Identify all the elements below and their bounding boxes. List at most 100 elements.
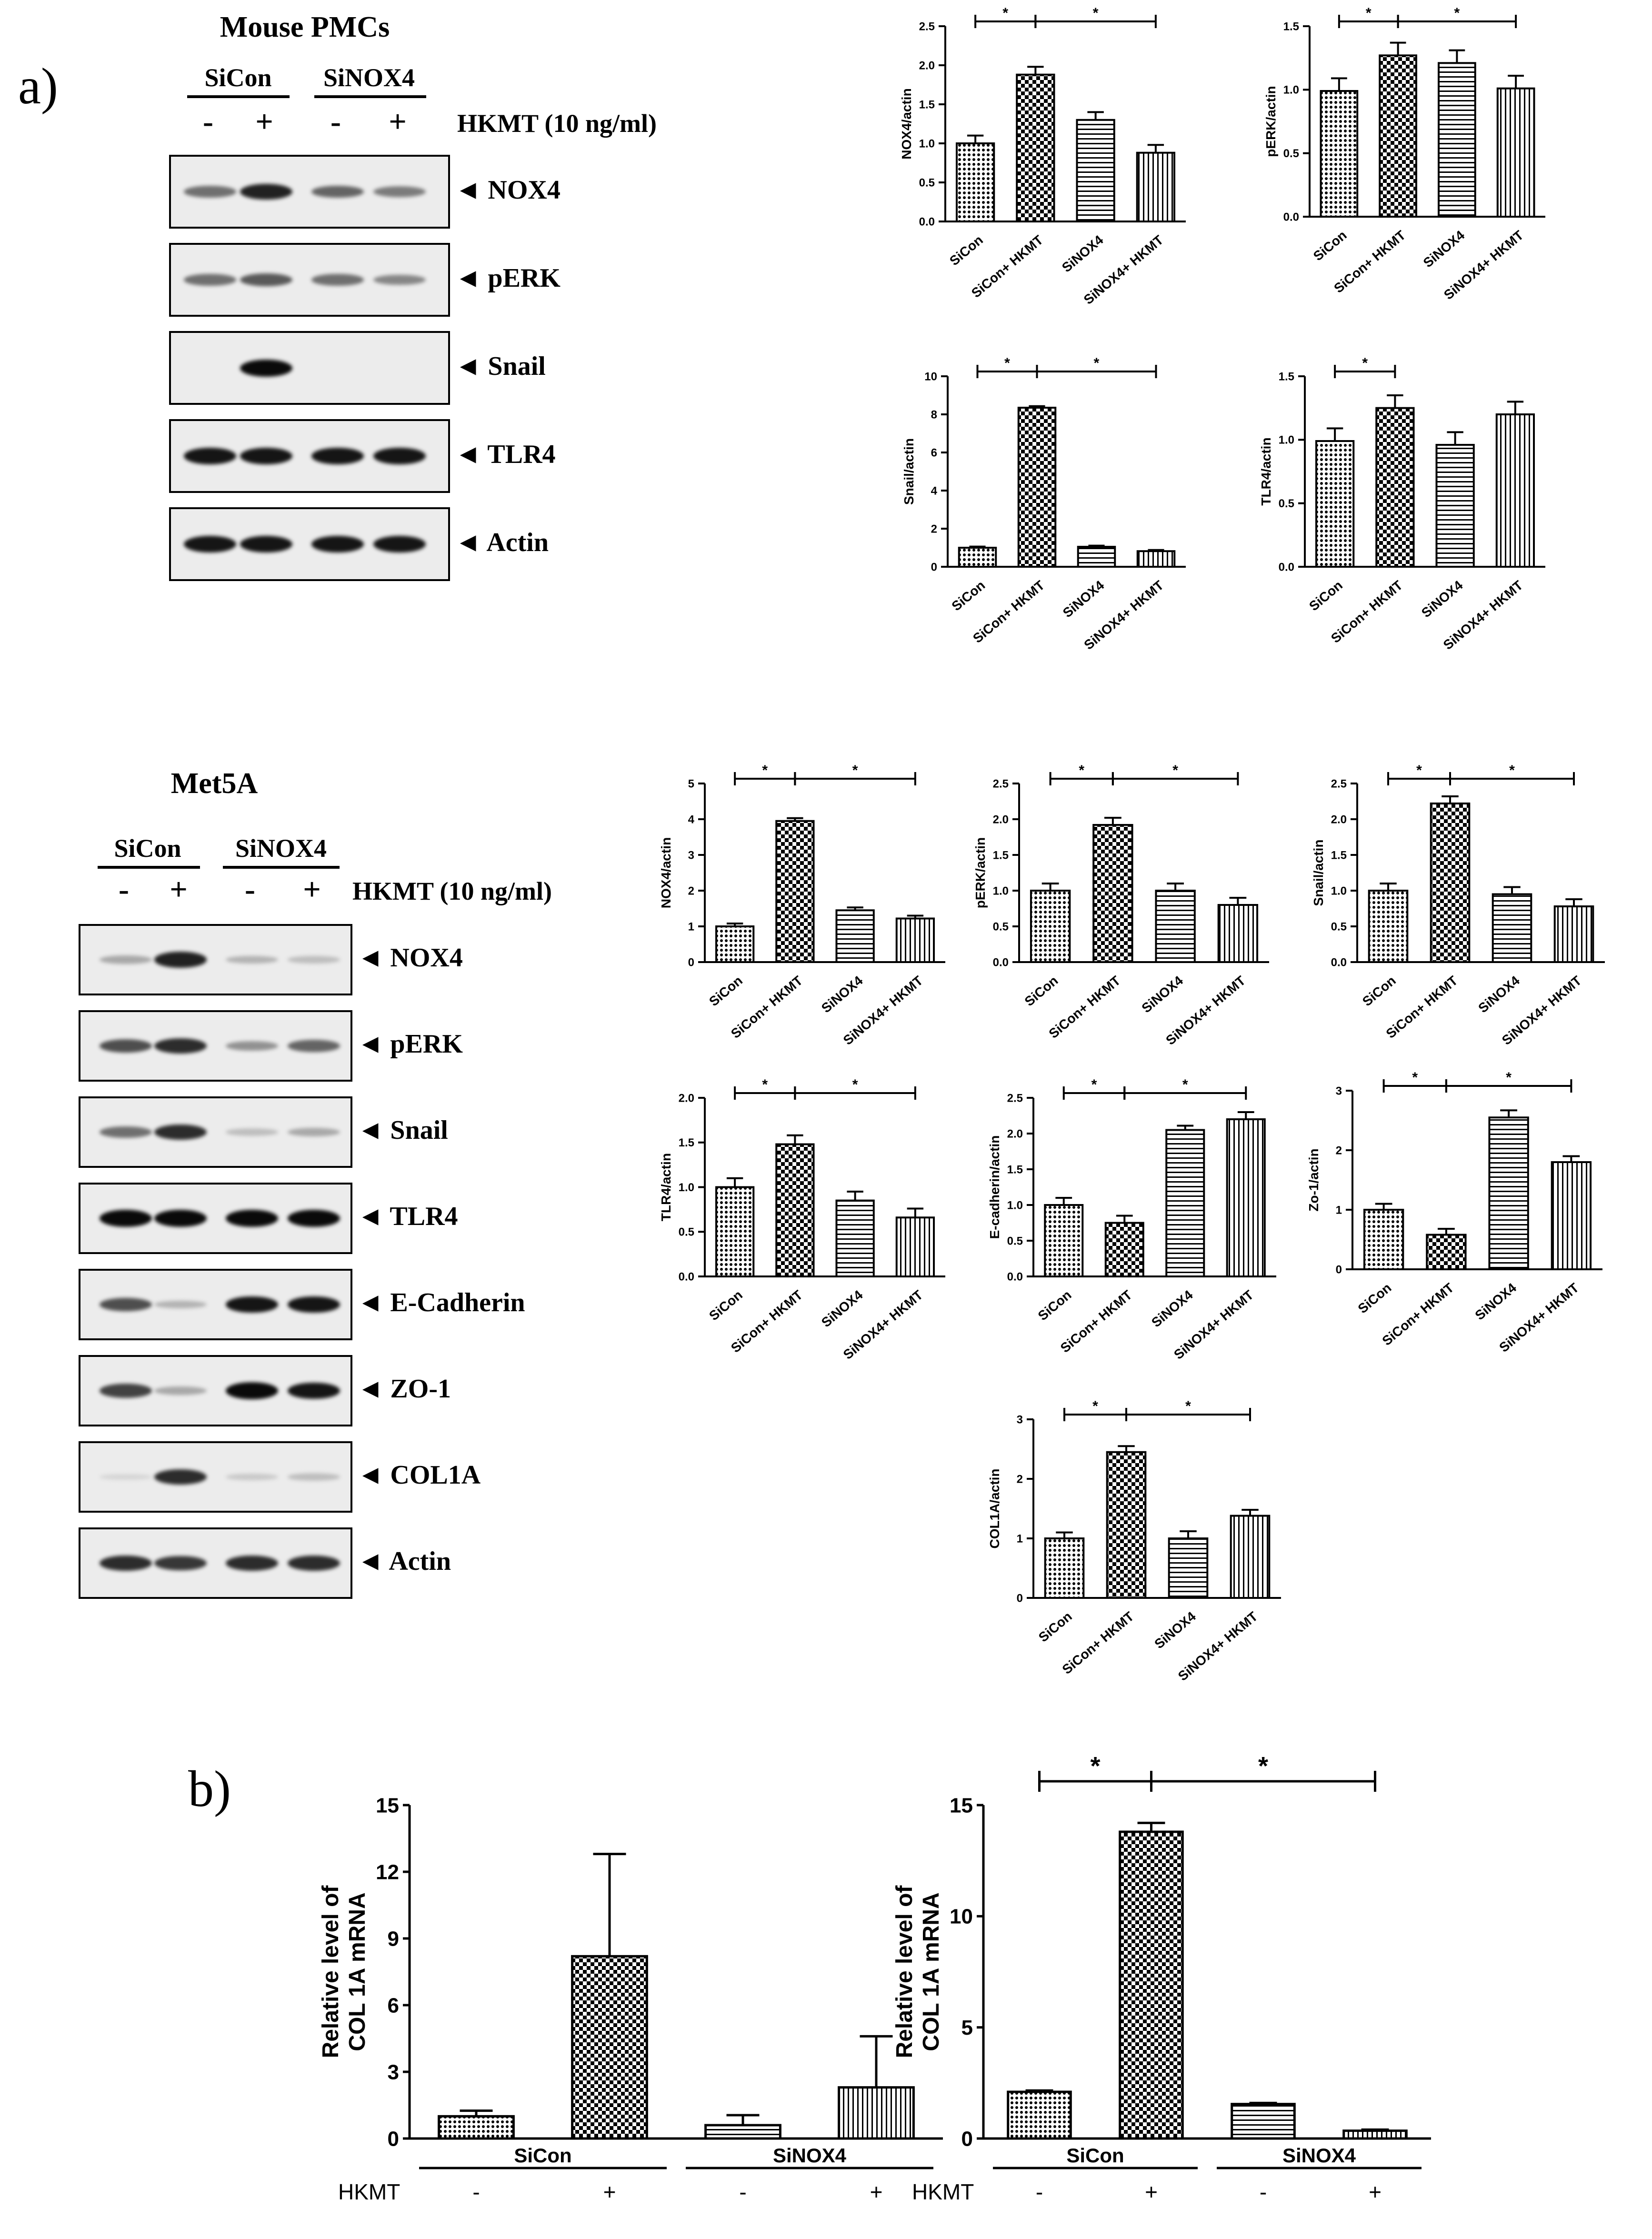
y-axis-label: Relative level of (892, 1885, 917, 2058)
x-tick-label: SiNOX4 (819, 973, 866, 1016)
blot-band-snail (169, 331, 450, 405)
chart-6: 0.00.51.01.52.02.5Snail/actinSiConSiCon+… (1311, 763, 1605, 1048)
lane-band (184, 274, 236, 286)
x-tick-label: SiNOX4 (1419, 578, 1466, 621)
y-tick-label: 9 (388, 1927, 399, 1950)
lane-band (226, 1041, 278, 1051)
lane-band (373, 536, 426, 552)
x-tick-label: SiCon (706, 973, 745, 1009)
band-label: ◄ ZO-1 (357, 1374, 451, 1404)
bar (1368, 890, 1409, 963)
y-axis-label: COL1A/actin (987, 1468, 1002, 1548)
y-tick-label: 3 (388, 2060, 399, 2084)
bar (1136, 151, 1176, 222)
y-tick-label: 4 (688, 813, 695, 826)
y-tick-label: 0.0 (1279, 561, 1294, 573)
treatment-sign: - (1036, 2179, 1043, 2204)
lane-band (240, 183, 292, 200)
lane-band (240, 448, 292, 464)
x-tick-label: SiCon (706, 1287, 745, 1324)
y-tick-label: 1.5 (993, 849, 1009, 862)
sig-star: * (1092, 1398, 1098, 1414)
y-tick-label: 1.0 (919, 137, 935, 150)
y-tick-label: 2.0 (1007, 1127, 1023, 1140)
lane-band (154, 1038, 207, 1054)
band-label: ◄ pERK (455, 263, 561, 293)
lane-band (240, 359, 292, 377)
treatment-sign: + (1145, 2179, 1158, 2204)
treatment-label: HKMT (912, 2179, 974, 2204)
bar (1077, 546, 1116, 568)
blot-band-zo-1 (79, 1355, 352, 1426)
y-tick-label: 2 (688, 884, 694, 897)
group-underline (98, 866, 200, 869)
lane-band (100, 1384, 152, 1398)
blot-met5a: Met5A SiCon SiNOX4 - + - + HKMT (10 ng/m… (0, 714, 667, 1643)
lane-band (100, 1210, 152, 1227)
sig-star: * (1091, 1077, 1097, 1093)
bar (1044, 1204, 1084, 1277)
group-underline (187, 95, 290, 98)
group-label-sicon: SiCon (204, 63, 272, 92)
y-tick-label: 10 (950, 1905, 973, 1928)
lane-band (311, 274, 364, 286)
band-label: ◄ NOX4 (357, 943, 463, 973)
chart-12: 0 5 10 15 Relative level of COL 1A mRNA * * SiCo… (892, 1752, 1431, 2204)
lane-band (373, 186, 426, 197)
bar (1017, 407, 1057, 568)
lane-band (100, 955, 152, 964)
sig-star: * (1002, 5, 1008, 21)
y-axis-label: E-cadherin/actin (987, 1135, 1002, 1239)
y-axis-label: NOX4/actin (899, 88, 914, 159)
bar (1136, 550, 1176, 568)
x-tick-label: SiNOX4 (1151, 1609, 1199, 1652)
y-tick-label: 2.0 (993, 813, 1009, 826)
y-tick-label: 1 (1017, 1532, 1023, 1545)
lane-band (184, 448, 236, 464)
bar (1155, 890, 1196, 963)
treatment-sign: - (203, 104, 213, 139)
bar (835, 1199, 875, 1277)
bar (1104, 1222, 1144, 1277)
sig-star: * (852, 1077, 858, 1093)
sig-star: * (852, 763, 858, 778)
bar (1363, 1209, 1404, 1270)
lane-band (311, 536, 364, 552)
blot-band-col1a (79, 1441, 352, 1513)
bar (835, 909, 875, 963)
sig-star: * (1182, 1077, 1188, 1093)
x-tick-label: SiNOX4 (1060, 578, 1107, 621)
y-tick-label: 1.5 (1279, 370, 1294, 383)
y-tick-label: 0.0 (1007, 1270, 1023, 1283)
bar (1492, 893, 1532, 963)
chart-5: 0.00.51.01.52.02.5pERK/actinSiConSiCon+ … (973, 763, 1269, 1048)
bar (775, 1143, 815, 1277)
bar (895, 917, 935, 963)
lane-band (154, 1210, 207, 1227)
bar (1119, 1830, 1184, 2140)
blot-band-nox4 (169, 155, 450, 229)
y-tick-label: 15 (950, 1794, 973, 1817)
y-tick-label: 1.0 (1331, 884, 1347, 897)
bar (1016, 73, 1055, 222)
y-tick-label: 0.5 (919, 176, 935, 189)
sig-star: * (1362, 355, 1368, 371)
bar (1435, 444, 1475, 568)
y-tick-label: 2 (1017, 1473, 1023, 1486)
y-tick-label: 2.5 (993, 777, 1009, 790)
lane-band (240, 273, 292, 286)
y-tick-label: 3 (1336, 1084, 1342, 1097)
lane-band (100, 1039, 152, 1053)
lane-band (226, 1382, 278, 1399)
band-label: ◄ Actin (455, 527, 549, 557)
treatment-sign: + (170, 872, 188, 907)
lane-band (100, 1555, 152, 1571)
treatment-sign: + (870, 2179, 883, 2204)
lane-band (288, 1040, 340, 1052)
y-tick-label: 0.5 (1283, 147, 1299, 160)
y-tick-label: 1.5 (919, 98, 935, 111)
blot-band-perk (79, 1010, 352, 1082)
